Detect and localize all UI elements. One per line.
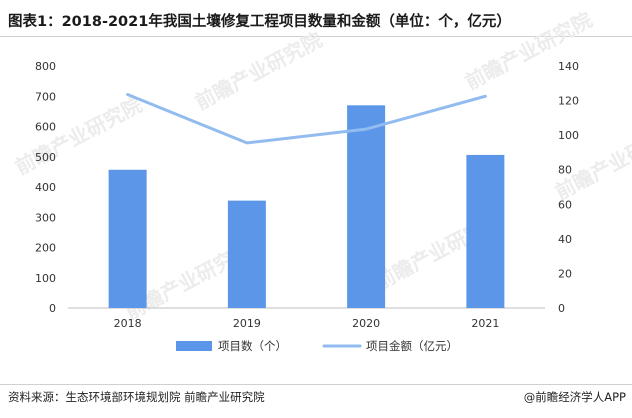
chart: 前瞻产业研究院前瞻产业研究院前瞻产业研究院前瞻产业研究院前瞻产业研究院前瞻产业研… <box>11 7 632 353</box>
y-left-tick-label: 400 <box>35 181 56 194</box>
series-line <box>126 93 487 145</box>
y-right-tick-label: 100 <box>558 129 579 142</box>
bar <box>347 105 386 308</box>
watermark-text: 前瞻产业研究院 <box>461 7 596 94</box>
footer-divider <box>0 384 632 385</box>
watermark-layer: 前瞻产业研究院前瞻产业研究院前瞻产业研究院前瞻产业研究院前瞻产业研究院前瞻产业研… <box>11 7 632 324</box>
brand-credit: @前瞻经济学人APP <box>523 390 626 404</box>
bar <box>227 200 266 308</box>
y-right-tick-label: 120 <box>558 95 579 108</box>
watermark-text: 前瞻产业研究院 <box>191 27 326 114</box>
watermark-text: 前瞻产业研究院 <box>11 92 146 179</box>
line-series <box>126 93 487 145</box>
y-left-tick-label: 100 <box>35 272 56 285</box>
y-left-tick-label: 800 <box>35 60 56 73</box>
bar-series <box>108 105 505 308</box>
y-right-tick-label: 0 <box>558 302 565 315</box>
bar <box>466 154 505 308</box>
y-left-tick-label: 200 <box>35 242 56 255</box>
y-right-tick-label: 140 <box>558 60 579 73</box>
y-left-tick-label: 500 <box>35 151 56 164</box>
y-right-tick-label: 40 <box>558 233 572 246</box>
y-right-tick-label: 20 <box>558 267 572 280</box>
y-left-tick-label: 700 <box>35 90 56 103</box>
y-left-tick-label: 300 <box>35 211 56 224</box>
chart-title: 图表1：2018-2021年我国土壤修复工程项目数量和金额（单位：个，亿元） <box>8 14 511 30</box>
y-right-tick-label: 60 <box>558 198 572 211</box>
y-left-tick-label: 600 <box>35 121 56 134</box>
source-note: 资料来源：生态环境部环境规划院 前瞻产业研究院 <box>8 390 265 404</box>
y-left-tick-label: 0 <box>49 302 56 315</box>
legend-label-line: 项目金额（亿元） <box>366 339 458 353</box>
y-right-tick-label: 80 <box>558 164 572 177</box>
axes: 0 100 200 300 400 500 600 700 800 0 20 40 60 80 100 120… <box>35 60 579 330</box>
legend-label-bar: 项目数（个） <box>218 339 287 353</box>
x-tick-label: 2020 <box>352 317 380 330</box>
bar <box>108 169 147 308</box>
x-tick-label: 2021 <box>471 317 499 330</box>
x-tick-label: 2019 <box>233 317 261 330</box>
legend-swatch-bar <box>176 341 212 351</box>
legend: 项目数（个） 项目金额（亿元） <box>176 339 458 353</box>
title-divider <box>0 36 632 37</box>
x-tick-label: 2018 <box>114 317 142 330</box>
